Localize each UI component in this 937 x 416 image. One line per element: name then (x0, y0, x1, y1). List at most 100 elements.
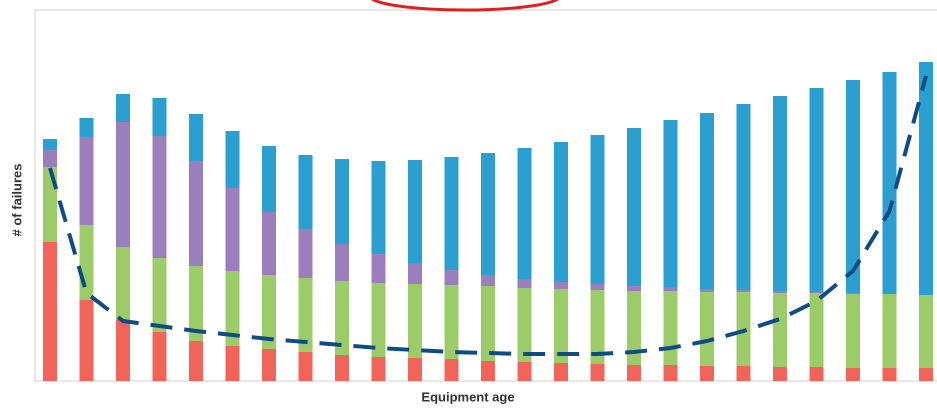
bar-segment (408, 284, 422, 358)
bar-segment (371, 357, 386, 381)
bar-segment (408, 263, 422, 284)
bar-segment (846, 368, 860, 381)
bar-segment (481, 286, 495, 361)
bar-segment (736, 290, 751, 292)
bar-segment (225, 346, 240, 381)
bar-segment (444, 285, 459, 359)
bar-segment (262, 212, 276, 275)
bar-segment (663, 287, 678, 291)
bar-segment (79, 300, 94, 381)
bar-segment (79, 137, 94, 225)
bar-segment (189, 114, 203, 161)
bar-segment (189, 341, 203, 381)
bar-segment (773, 367, 787, 381)
bar-segment (809, 88, 824, 292)
bar-segment (116, 122, 130, 247)
bar-segment (481, 153, 495, 275)
bar-segment (189, 266, 203, 341)
bar-segment (773, 293, 787, 367)
bar-segment (846, 80, 860, 293)
bar-segment (335, 244, 349, 281)
bar-segment (335, 281, 349, 355)
bar-segment (116, 247, 130, 320)
bar-segment (517, 288, 532, 362)
bar-segment (371, 161, 386, 254)
bar-segment (189, 161, 203, 266)
bar-segment (481, 361, 495, 381)
bar-segment (554, 142, 568, 282)
bar-segment (700, 113, 714, 289)
trend-curve (48, 75, 928, 356)
bar-segment (809, 367, 824, 381)
bar-segment (79, 118, 94, 137)
bar-segment (262, 275, 276, 349)
bar-segment (262, 146, 276, 212)
bar-segment (298, 352, 313, 381)
bar-segment (590, 290, 605, 364)
bar-segment (444, 157, 459, 270)
bar-segment (444, 359, 459, 381)
bar-segment (517, 279, 532, 288)
bar-segment (116, 94, 130, 122)
bar-segment (590, 135, 605, 284)
bar-segment (371, 283, 386, 357)
bar-segment (700, 289, 714, 292)
bar-segment (408, 358, 422, 381)
bar-segment (663, 365, 678, 381)
bar-segment (809, 292, 824, 293)
bar-segment (481, 275, 495, 286)
bar-segment (736, 366, 751, 381)
bar-segment (554, 282, 568, 289)
bar-segment (43, 150, 57, 167)
bar-segment (225, 271, 240, 346)
bar-segment (846, 294, 860, 368)
bar-segment (700, 366, 714, 381)
bar-segment (882, 72, 897, 294)
bar-segment (773, 291, 787, 293)
bar-segment (627, 291, 641, 365)
bar-segment (663, 120, 678, 287)
bar-segment (809, 293, 824, 367)
bar-segment (663, 291, 678, 365)
bar-segment (846, 293, 860, 294)
bar-segment (371, 254, 386, 283)
bar-segment (152, 98, 167, 136)
bar-segment (882, 368, 897, 381)
bar-segment (517, 148, 532, 279)
bar-segment (43, 139, 57, 150)
bar-segment (627, 128, 641, 286)
highlight-oval (371, 0, 559, 12)
bar-segment (919, 62, 933, 295)
bar-segment (79, 225, 94, 300)
bar-segment (408, 160, 422, 263)
bar-segment (152, 258, 167, 332)
bar-segment (554, 363, 568, 381)
bar-segment (627, 286, 641, 291)
bar-segment (590, 284, 605, 290)
bar-segment (736, 104, 751, 290)
bar-segment (554, 289, 568, 363)
bar-segment (773, 96, 787, 291)
bar-segment (517, 362, 532, 381)
bar-segment (919, 368, 933, 381)
bar-segment (43, 242, 57, 381)
bar-segment (335, 159, 349, 244)
bar-segment (627, 365, 641, 381)
bar-segment (882, 294, 897, 368)
x-axis-label: Equipment age (421, 389, 514, 404)
plot-area (43, 62, 933, 381)
bar-segment (116, 320, 130, 381)
y-axis-label: # of failures (9, 164, 24, 237)
bar-segment (919, 295, 933, 368)
bar-segment (444, 270, 459, 285)
bar-segment (590, 364, 605, 381)
bar-segment (225, 131, 240, 188)
bar-segment (225, 188, 240, 271)
bar-segment (298, 278, 313, 352)
bar-segment (152, 136, 167, 258)
bar-segment (262, 349, 276, 381)
bar-segment (335, 355, 349, 381)
bar-segment (298, 229, 313, 278)
